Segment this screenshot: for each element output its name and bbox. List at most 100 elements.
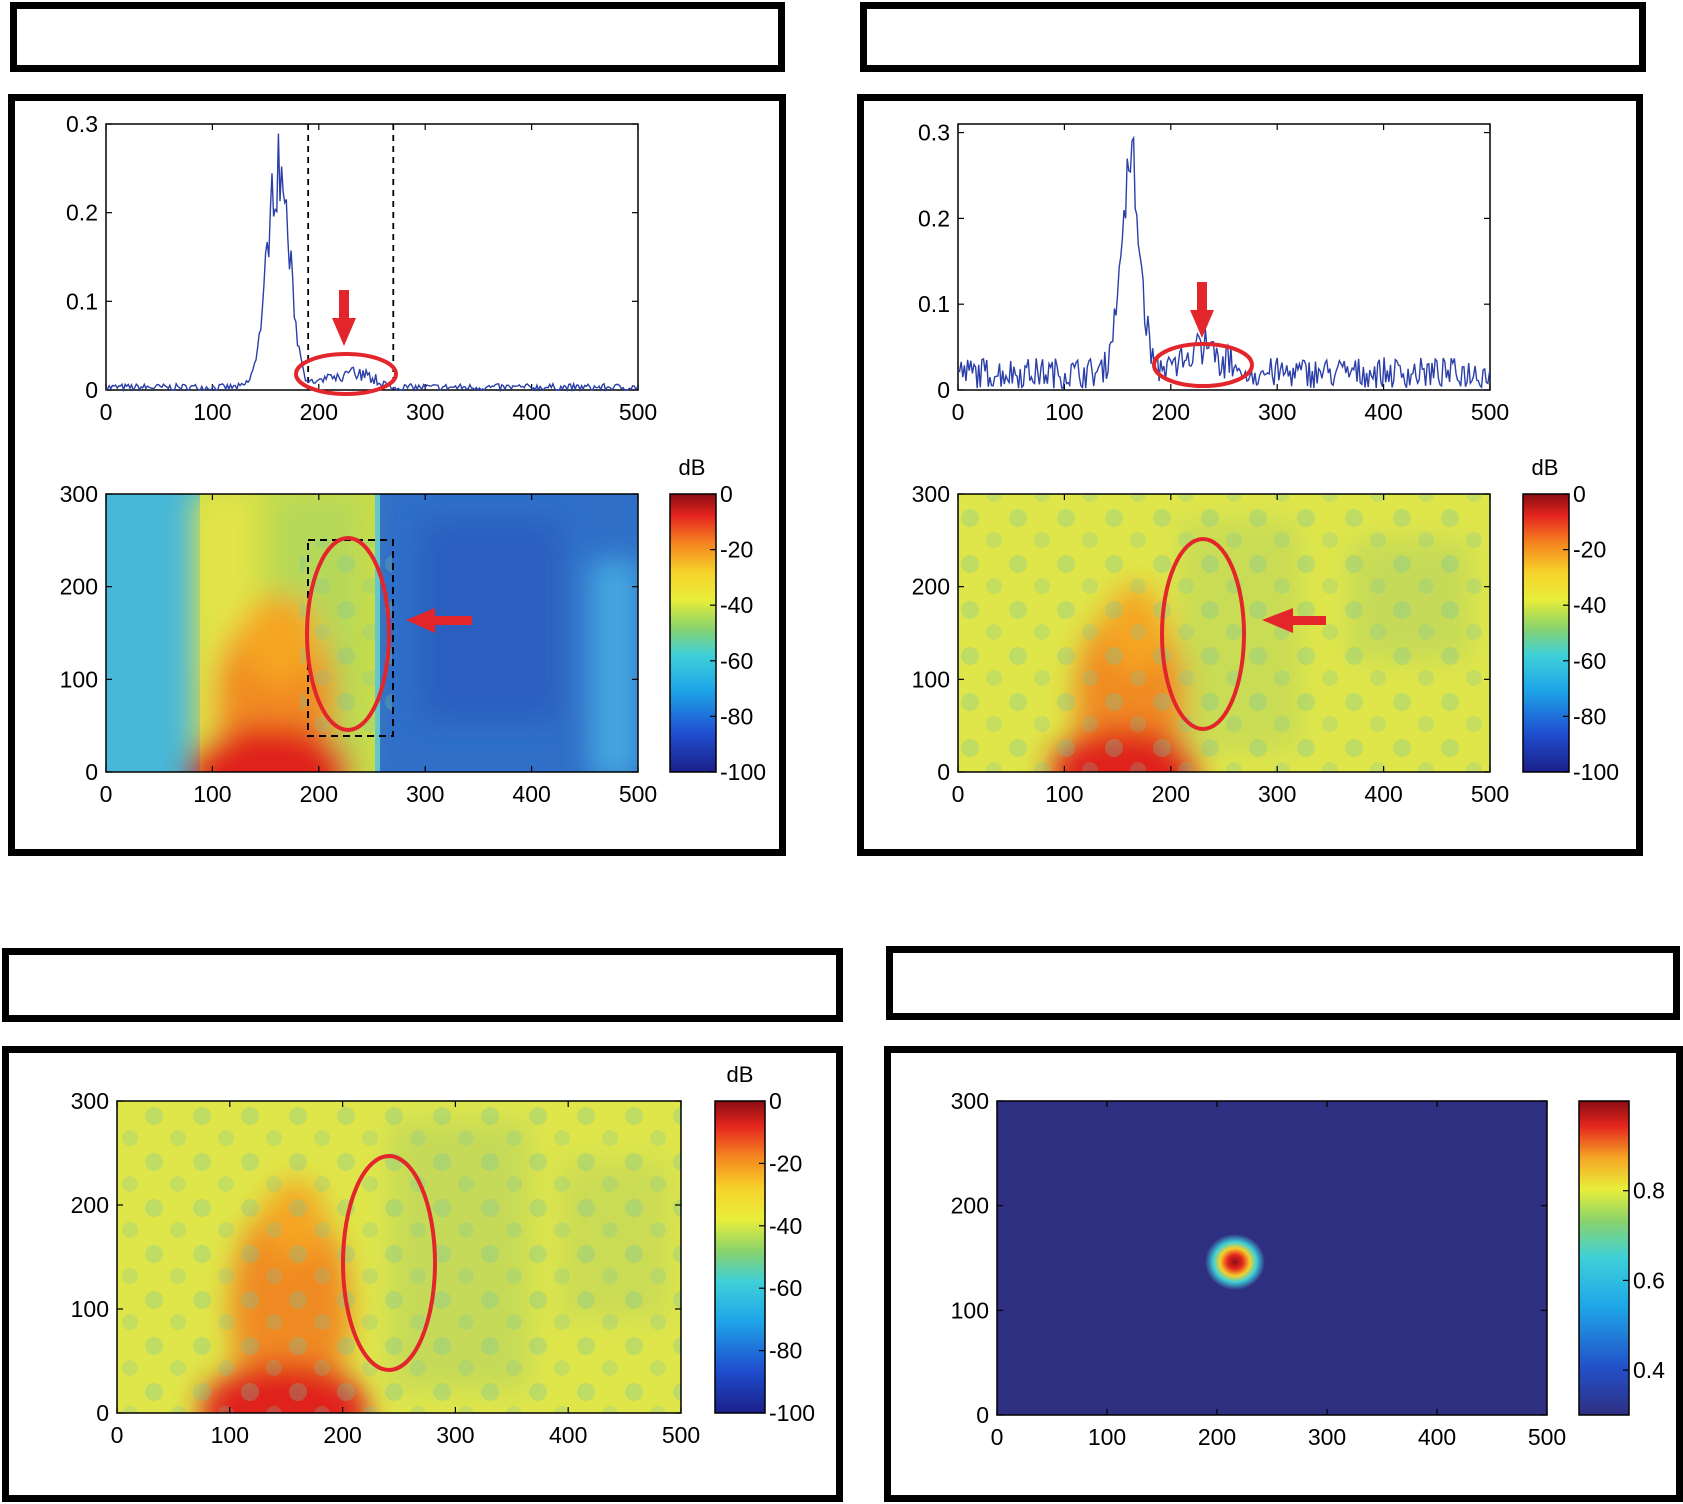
- colorbar-tick-label: -80: [720, 703, 753, 729]
- x-tick-label: 400: [1364, 781, 1402, 807]
- y-tick-label: 100: [912, 666, 950, 692]
- colorbar-tr: 0 -20 -40 -60 -80 -100 dB: [1522, 455, 1619, 785]
- colorbar-tick-label: 0.6: [1633, 1267, 1665, 1293]
- plot-area-tl-line: [105, 123, 639, 391]
- echo-highlight-ellipse-tl-map: [305, 536, 391, 732]
- y-tick-label: 0: [976, 1402, 989, 1428]
- y-tick-label: 300: [71, 1088, 109, 1114]
- colorbar-tick-label: -40: [720, 592, 753, 618]
- left-arrow-tr: [1262, 608, 1326, 633]
- y-tick-label: 100: [60, 666, 98, 692]
- colorbar-unit-tr: dB: [1532, 455, 1559, 480]
- x-tick-label: 200: [1152, 781, 1190, 807]
- colorbar-tl: 0 -20 -40 -60 -80 -100 dB: [669, 455, 766, 785]
- y-tick-label: 0.1: [66, 288, 98, 314]
- x-tick-label: 0: [100, 399, 113, 425]
- x-tick-label: 100: [1088, 1424, 1126, 1450]
- echo-highlight-ellipse-tr-map: [1160, 537, 1246, 731]
- x-tick-label: 100: [211, 1422, 249, 1448]
- x-tick-label: 500: [1471, 781, 1509, 807]
- line-plot-top-right: 0 100 200 300 400 500 0 0.1 0.2 0.3: [918, 120, 1509, 425]
- x-tick-label: 0: [952, 781, 965, 807]
- x-tick-label: 200: [1198, 1424, 1236, 1450]
- down-arrow-tl: [332, 290, 356, 346]
- y-tick-label: 100: [951, 1297, 989, 1323]
- y-tick-label: 300: [951, 1088, 989, 1114]
- colorbar-unit-bl: dB: [727, 1062, 754, 1087]
- x-tick-label: 300: [406, 399, 444, 425]
- x-tick-label: 400: [549, 1422, 587, 1448]
- plot-area-br-map: [996, 1100, 1548, 1416]
- x-tick-label: 300: [1308, 1424, 1346, 1450]
- echo-highlight-ellipse-tr: [1152, 342, 1254, 388]
- echo-highlight-ellipse-tl: [294, 352, 398, 396]
- x-tick-label: 400: [512, 399, 550, 425]
- heatmap-bottom-left: 0 100 200 300 400 500 0 100 200 300 0 -20 -40 -60 -80…: [71, 1062, 815, 1448]
- signal-trace-tr: [957, 135, 1491, 390]
- colorbar-tick-label: -20: [720, 537, 753, 563]
- x-tick-label: 100: [193, 781, 231, 807]
- colorbar-tick-label: -100: [1573, 759, 1619, 785]
- y-tick-label: 300: [912, 481, 950, 507]
- y-tick-label: 0: [85, 377, 98, 403]
- y-tick-label: 0: [85, 759, 98, 785]
- x-tick-label: 500: [619, 399, 657, 425]
- colorbar-tick-label: -20: [769, 1150, 802, 1176]
- header-bottom-left: [2, 948, 843, 1022]
- y-tick-label: 0.3: [918, 120, 950, 146]
- y-tick-label: 200: [912, 574, 950, 600]
- colorbar-br: 0.8 0.6 0.4: [1578, 1100, 1665, 1416]
- x-tick-label: 500: [1471, 399, 1509, 425]
- heatmap-top-left: 0 100 200 300 400 500 0 100 200 300 0 -20 -40 -60 -80…: [60, 455, 766, 807]
- x-tick-label: 500: [1528, 1424, 1566, 1450]
- x-tick-label: 200: [300, 781, 338, 807]
- x-tick-label: 300: [436, 1422, 474, 1448]
- x-tick-label: 300: [1258, 399, 1296, 425]
- y-tick-label: 0.1: [918, 291, 950, 317]
- x-tick-label: 200: [1152, 399, 1190, 425]
- y-tick-label: 200: [951, 1193, 989, 1219]
- x-tick-label: 300: [1258, 781, 1296, 807]
- x-tick-label: 100: [193, 399, 231, 425]
- y-tick-label: 0.2: [918, 205, 950, 231]
- x-tick-label: 100: [1045, 399, 1083, 425]
- colorbar-tick-label: -60: [720, 648, 753, 674]
- colorbar-tick-label: 0: [769, 1088, 782, 1114]
- x-tick-label: 0: [100, 781, 113, 807]
- y-tick-label: 200: [60, 574, 98, 600]
- x-tick-label: 500: [662, 1422, 700, 1448]
- colorbar-unit-tl: dB: [679, 455, 706, 480]
- colorbar-tick-label: -100: [769, 1400, 815, 1426]
- echo-highlight-ellipse-bl-map: [341, 1154, 437, 1372]
- colorbar-bl: 0 -20 -40 -60 -80 -100 dB: [714, 1062, 815, 1426]
- colorbar-tick-label: 0: [720, 481, 733, 507]
- down-arrow-tr: [1190, 282, 1214, 338]
- left-arrow-tl: [406, 608, 472, 633]
- x-tick-label: 0: [111, 1422, 124, 1448]
- x-tick-label: 500: [619, 781, 657, 807]
- colorbar-tick-label: -80: [769, 1338, 802, 1364]
- plot-area-tl-map: [105, 493, 639, 773]
- colorbar-tick-label: 0.4: [1633, 1357, 1665, 1383]
- y-tick-label: 300: [60, 481, 98, 507]
- header-top-right: [860, 2, 1646, 72]
- plot-area-tr-map: [957, 493, 1491, 773]
- x-tick-label: 200: [323, 1422, 361, 1448]
- x-tick-label: 400: [512, 781, 550, 807]
- y-tick-label: 0.2: [66, 200, 98, 226]
- x-tick-label: 400: [1418, 1424, 1456, 1450]
- x-tick-label: 200: [300, 399, 338, 425]
- colorbar-tick-label: -60: [1573, 648, 1606, 674]
- plot-area-bl-map: [116, 1100, 682, 1414]
- x-tick-label: 0: [991, 1424, 1004, 1450]
- x-tick-label: 100: [1045, 781, 1083, 807]
- y-tick-label: 100: [71, 1296, 109, 1322]
- header-bottom-right: [886, 946, 1680, 1020]
- colorbar-tick-label: -40: [769, 1213, 802, 1239]
- x-tick-label: 0: [952, 399, 965, 425]
- line-plot-top-left: 0 100 200 300 400 500 0 0.1 0.2 0.3: [66, 111, 657, 425]
- heatmap-bottom-right: 0 100 200 300 400 500 0 100 200 300 0.8 0.6 0.4: [951, 1088, 1666, 1450]
- y-tick-label: 0: [937, 759, 950, 785]
- y-tick-label: 200: [71, 1192, 109, 1218]
